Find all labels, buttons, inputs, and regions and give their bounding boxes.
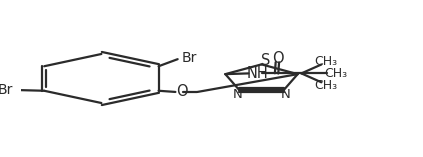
Text: CH₃: CH₃	[314, 79, 337, 92]
Text: Br: Br	[181, 51, 197, 65]
Text: N: N	[281, 88, 291, 101]
Text: S: S	[261, 53, 270, 68]
Text: CH₃: CH₃	[314, 55, 337, 68]
Text: N: N	[232, 88, 242, 101]
Text: O: O	[176, 84, 188, 99]
Text: Br: Br	[0, 83, 13, 97]
Text: O: O	[272, 51, 283, 66]
Text: NH: NH	[247, 66, 268, 81]
Text: CH₃: CH₃	[324, 67, 347, 80]
